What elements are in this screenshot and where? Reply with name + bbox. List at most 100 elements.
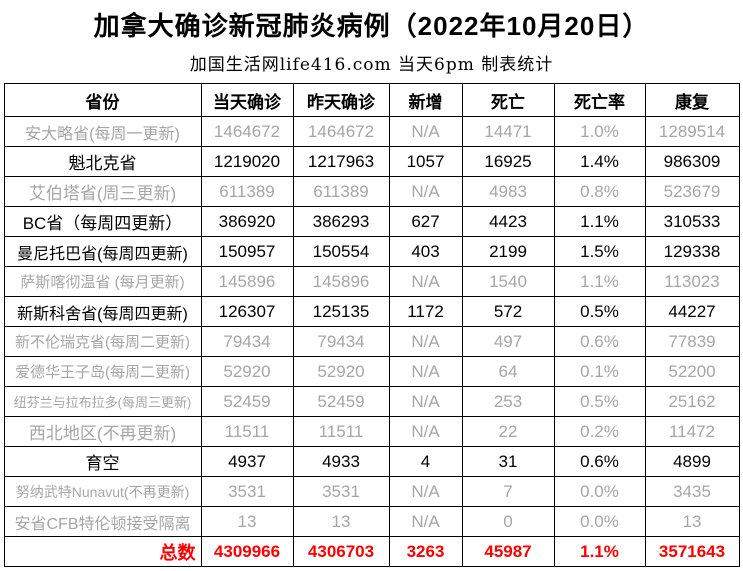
- new-cases-cell: 403: [388, 236, 463, 267]
- column-header: 当天确诊: [200, 83, 294, 117]
- yesterday-cell: 145896: [292, 266, 390, 297]
- yesterday-cell: 1217963: [292, 146, 390, 177]
- new-cases-cell: N/A: [388, 476, 463, 507]
- province-cell: 育空: [3, 446, 202, 477]
- deaths-cell: 2199: [461, 236, 555, 267]
- province-cell: 新斯科舍省(每周四更新): [3, 296, 202, 327]
- yesterday-cell: 52459: [292, 386, 390, 417]
- table-row: 努纳武特Nunavut(不再更新) 3531 3531 N/A 7 0.0% 3435: [3, 476, 740, 507]
- recovered-cell: 310533: [644, 206, 740, 237]
- table-row: 西北地区(不再更新) 11511 11511 N/A 22 0.2% 11472: [3, 416, 740, 447]
- column-header: 死亡: [461, 83, 555, 117]
- deaths-cell: 31: [461, 446, 555, 477]
- table-row: 新斯科舍省(每周四更新) 126307 125135 1172 572 0.5% 44227: [3, 296, 740, 327]
- table-row: 爱德华王子岛(每周二更新) 52920 52920 N/A 64 0.1% 52200: [3, 356, 740, 387]
- today-cell: 126307: [200, 296, 294, 327]
- death-rate-cell: 0.8%: [553, 176, 646, 207]
- recovered-cell: 77839: [644, 326, 740, 357]
- death-rate-cell: 1.1%: [553, 206, 646, 237]
- province-cell: 安大略省(每周一更新): [3, 116, 202, 147]
- recovered-cell: 13: [644, 506, 740, 537]
- today-cell: 52459: [200, 386, 294, 417]
- deaths-cell: 253: [461, 386, 555, 417]
- yesterday-cell: 52920: [292, 356, 390, 387]
- header-row: 省份 当天确诊 昨天确诊 新增 死亡 死亡率 康复: [3, 83, 740, 117]
- death-rate-cell: 0.0%: [553, 476, 646, 507]
- deaths-cell: 64: [461, 356, 555, 387]
- death-rate-cell: 0.6%: [553, 326, 646, 357]
- today-cell: 52920: [200, 356, 294, 387]
- new-cases-cell: N/A: [388, 356, 463, 387]
- new-cases-cell: N/A: [388, 176, 463, 207]
- recovered-cell: 523679: [644, 176, 740, 207]
- column-header: 康复: [644, 83, 740, 117]
- total-row: 总数 4309966 4306703 3263 45987 1.1% 3571643: [3, 536, 740, 567]
- recovered-cell: 113023: [644, 266, 740, 297]
- recovered-cell: 1289514: [644, 116, 740, 147]
- province-cell: 西北地区(不再更新): [3, 416, 202, 447]
- deaths-cell: 14471: [461, 116, 555, 147]
- recovered-cell: 52200: [644, 356, 740, 387]
- deaths-cell: 4983: [461, 176, 555, 207]
- new-cases-cell: N/A: [388, 116, 463, 147]
- table-row: 纽芬兰与拉布拉多(每周三更新) 52459 52459 N/A 253 0.5% 25162: [3, 386, 740, 417]
- page-subtitle: 加国生活网life416.com 当天6pm 制表统计: [189, 55, 554, 75]
- death-rate-cell: 0.5%: [553, 296, 646, 327]
- yesterday-cell: 611389: [292, 176, 390, 207]
- deaths-cell: 1540: [461, 266, 555, 297]
- today-cell: 3531: [200, 476, 294, 507]
- new-cases-cell: N/A: [388, 326, 463, 357]
- province-cell: 魁北克省: [3, 146, 202, 177]
- table-row: 新不伦瑞克省(每周二更新) 79434 79434 N/A 497 0.6% 77839: [3, 326, 740, 357]
- new-cases-cell: 4: [388, 446, 463, 477]
- today-cell: 1219020: [200, 146, 294, 177]
- province-cell: 新不伦瑞克省(每周二更新): [3, 326, 202, 357]
- new-cases-cell: N/A: [388, 416, 463, 447]
- new-cases-cell: N/A: [388, 506, 463, 537]
- new-cases-cell: N/A: [388, 266, 463, 297]
- today-cell: 386920: [200, 206, 294, 237]
- total-deaths-cell: 45987: [461, 536, 555, 567]
- province-cell: 萨斯喀彻温省 (每月更新): [3, 266, 202, 297]
- page-title: 加拿大确诊新冠肺炎病例（2022年10月20日）: [93, 11, 650, 41]
- death-rate-cell: 1.1%: [553, 266, 646, 297]
- table-row: 育空 4937 4933 4 31 0.6% 4899: [3, 446, 740, 477]
- recovered-cell: 25162: [644, 386, 740, 417]
- new-cases-cell: N/A: [388, 386, 463, 417]
- today-cell: 4937: [200, 446, 294, 477]
- death-rate-cell: 0.0%: [553, 506, 646, 537]
- death-rate-cell: 0.5%: [553, 386, 646, 417]
- province-cell: 曼尼托巴省(每周四更新): [3, 236, 202, 267]
- today-cell: 145896: [200, 266, 294, 297]
- deaths-cell: 497: [461, 326, 555, 357]
- new-cases-cell: 1172: [388, 296, 463, 327]
- table-row: 萨斯喀彻温省 (每月更新) 145896 145896 N/A 1540 1.1% 1130…: [3, 266, 740, 297]
- total-recovered-cell: 3571643: [644, 536, 740, 567]
- deaths-cell: 572: [461, 296, 555, 327]
- recovered-cell: 11472: [644, 416, 740, 447]
- total-label-cell: 总数: [3, 536, 202, 567]
- province-cell: 努纳武特Nunavut(不再更新): [3, 476, 202, 507]
- recovered-cell: 4899: [644, 446, 740, 477]
- yesterday-cell: 386293: [292, 206, 390, 237]
- province-cell: 纽芬兰与拉布拉多(每周三更新): [3, 386, 202, 417]
- yesterday-cell: 79434: [292, 326, 390, 357]
- yesterday-cell: 125135: [292, 296, 390, 327]
- table-row: 安省CFB特伦顿接受隔离 13 13 N/A 0 0.0% 13: [3, 506, 740, 537]
- death-rate-cell: 1.5%: [553, 236, 646, 267]
- yesterday-cell: 3531: [292, 476, 390, 507]
- table-row: BC省（每周四更新） 386920 386293 627 4423 1.1% 310533: [3, 206, 740, 237]
- total-today-cell: 4309966: [200, 536, 294, 567]
- death-rate-cell: 1.4%: [553, 146, 646, 177]
- total-new-cases-cell: 3263: [388, 536, 463, 567]
- recovered-cell: 3435: [644, 476, 740, 507]
- deaths-cell: 0: [461, 506, 555, 537]
- today-cell: 1464672: [200, 116, 294, 147]
- total-death-rate-cell: 1.1%: [553, 536, 646, 567]
- recovered-cell: 129338: [644, 236, 740, 267]
- today-cell: 79434: [200, 326, 294, 357]
- deaths-cell: 4423: [461, 206, 555, 237]
- death-rate-cell: 0.6%: [553, 446, 646, 477]
- death-rate-cell: 0.1%: [553, 356, 646, 387]
